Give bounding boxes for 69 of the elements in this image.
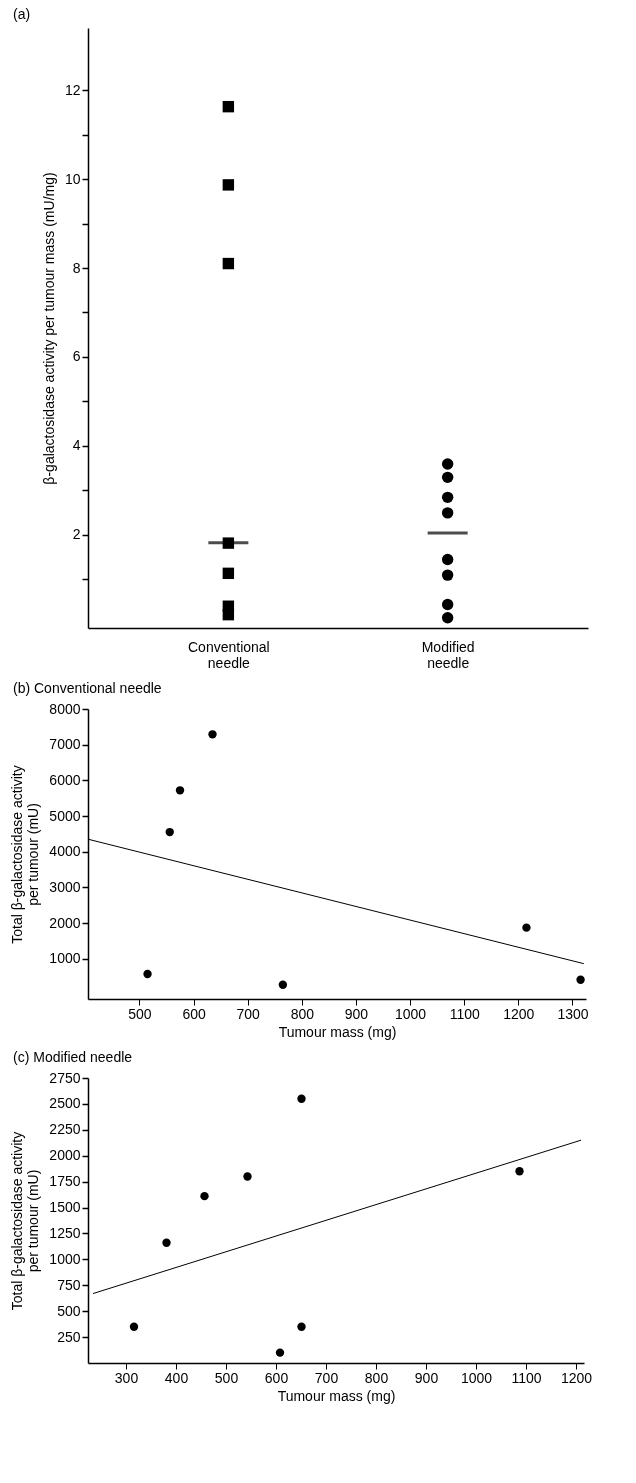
point — [200, 1191, 209, 1201]
y-tick-label: 12 — [64, 81, 81, 98]
point — [297, 1094, 306, 1103]
y-tick-label: 2500 — [49, 1095, 81, 1112]
chart-title: (b) Conventional needle — [13, 680, 162, 696]
y-tick-label: 250 — [57, 1328, 81, 1345]
x-tick-label: 600 — [182, 1005, 206, 1022]
point — [143, 969, 152, 979]
x-tick-label: 1100 — [449, 1005, 480, 1022]
x-tick-label: 700 — [314, 1369, 339, 1386]
x-tick-label: 600 — [264, 1369, 289, 1386]
y-tick-label: 6000 — [49, 771, 81, 788]
y-tick-label: 2000 — [49, 1147, 81, 1164]
y-tick-label: 750 — [57, 1276, 81, 1293]
x-axis-title: Tumour mass (mg) — [277, 1387, 396, 1404]
y-tick-label: 2250 — [49, 1121, 81, 1138]
x-tick-label: 400 — [164, 1369, 189, 1386]
x-tick-label: 1000 — [460, 1369, 493, 1386]
y-axis-title: Total β-galactosidase activity per tumour (mU) — [9, 1131, 42, 1311]
x-tick-label: 900 — [344, 1005, 369, 1022]
point — [297, 1322, 306, 1331]
x-tick-label: 1000 — [395, 1005, 427, 1022]
point — [175, 786, 185, 795]
y-axis-title: β-galactosidase activity per tumour mass (mU/mg) — [40, 172, 57, 485]
y-tick-label: 500 — [57, 1302, 81, 1319]
y-tick-label: 7000 — [49, 736, 81, 753]
x-tick-label: Modified needle — [421, 638, 475, 671]
x-tick-label: 1100 — [511, 1369, 542, 1386]
chart-title: (c) Modified needle — [13, 1049, 133, 1065]
point — [165, 827, 174, 837]
x-tick-label: 800 — [364, 1369, 389, 1386]
y-tick-label: 6 — [72, 348, 81, 365]
x-tick-label: 1200 — [560, 1369, 593, 1386]
y-tick-label: 2 — [72, 526, 81, 543]
point — [576, 975, 585, 984]
y-tick-label: 1250 — [49, 1224, 81, 1241]
x-tick-label: 700 — [236, 1005, 261, 1022]
y-tick-label: 1000 — [49, 1250, 81, 1267]
y-tick-label: 2750 — [49, 1069, 81, 1086]
point — [243, 1172, 252, 1181]
x-tick-label: 1200 — [503, 1005, 535, 1022]
x-tick-label: 300 — [114, 1369, 139, 1386]
point — [515, 1167, 524, 1176]
y-tick-label: 8 — [72, 259, 81, 276]
point — [162, 1238, 171, 1247]
x-tick-label: 900 — [414, 1369, 439, 1386]
x-tick-label: 1300 — [557, 1005, 589, 1022]
y-tick-label: 3000 — [49, 878, 81, 895]
point — [129, 1322, 139, 1331]
y-tick-label: 2000 — [49, 914, 81, 931]
x-tick-label: 500 — [128, 1005, 152, 1022]
y-tick-label: 8000 — [49, 700, 81, 717]
point — [208, 730, 217, 739]
y-axis-title: Total β-galactosidase activity per tumour (mU) — [9, 765, 42, 944]
x-tick-label: Conventional needle — [187, 638, 270, 671]
chart-title: (a) — [13, 6, 31, 22]
y-tick-label: 1000 — [49, 950, 81, 967]
x-tick-label: 800 — [290, 1005, 315, 1022]
x-tick-label: 500 — [214, 1369, 239, 1386]
y-tick-label: 10 — [64, 170, 81, 187]
y-tick-label: 4000 — [49, 843, 81, 860]
y-tick-label: 1750 — [49, 1173, 81, 1190]
x-axis-title: Tumour mass (mg) — [278, 1023, 397, 1040]
point — [278, 980, 288, 989]
y-tick-label: 5000 — [49, 807, 81, 824]
y-tick-label: 4 — [72, 437, 81, 454]
point — [275, 1348, 285, 1357]
y-tick-label: 1500 — [49, 1199, 81, 1216]
point — [522, 923, 531, 932]
